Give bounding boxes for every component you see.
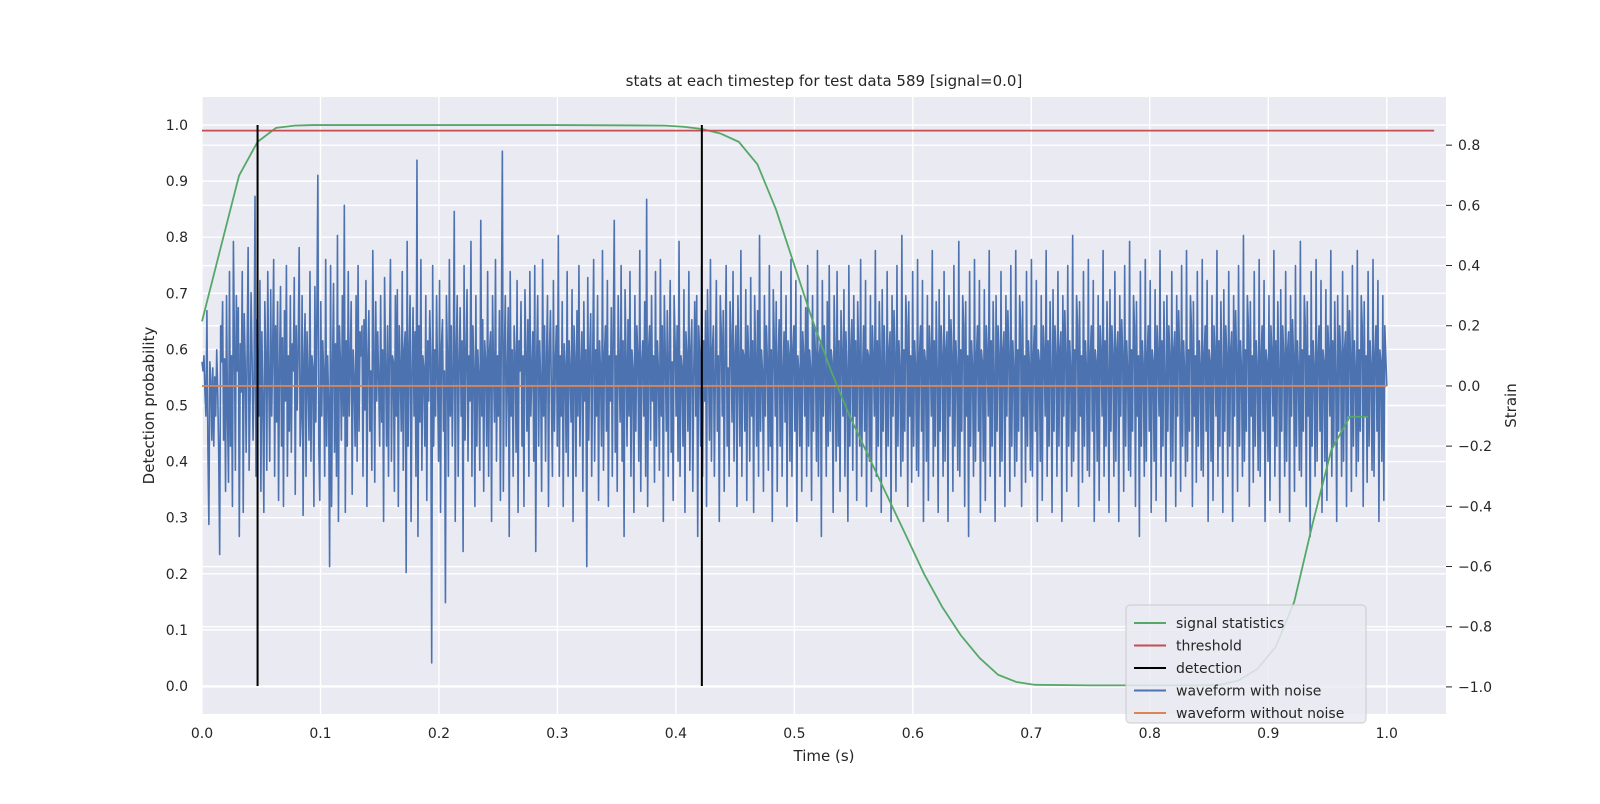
y-tick-label-right: −0.6	[1458, 560, 1492, 576]
y-tick-label-right: −1.0	[1458, 680, 1492, 696]
y-tick-label-right: 0.6	[1458, 198, 1480, 214]
chart-title: stats at each timestep for test data 589…	[626, 72, 1023, 90]
legend-box	[1125, 604, 1367, 724]
x-tick-label: 0.7	[1020, 726, 1042, 742]
y-tick-label-right: 0.8	[1458, 138, 1480, 154]
y-tick-label-left: 0.6	[166, 342, 188, 358]
x-tick-label: 0.5	[783, 726, 805, 742]
y-tick-label-right: 0.0	[1458, 379, 1480, 395]
y-tick-label-left: 0.2	[166, 567, 188, 583]
legend-label: signal statistics	[1176, 616, 1284, 632]
series-waveform-with-noise	[201, 150, 1388, 664]
y-tick-label-left: 0.4	[166, 455, 188, 471]
y-axis-label-left: Detection probability	[140, 327, 158, 485]
y-tick-label-left: 0.8	[166, 230, 188, 246]
y-tick-label-right: −0.4	[1458, 499, 1492, 515]
x-tick-label: 1.0	[1376, 726, 1398, 742]
y-tick-label-right: 0.4	[1458, 259, 1480, 275]
axes: 0.0 0.1 0.2 0.3 0.4 0.5 0.6 0.7 0.8 0.9 1.0 0.0 0.1 0…	[166, 118, 1492, 742]
legend-label: detection	[1176, 661, 1242, 677]
y-tick-label-left: 0.1	[166, 623, 188, 639]
y-tick-label-left: 1.0	[166, 118, 188, 134]
y-tick-label-right: 0.2	[1458, 319, 1480, 335]
y-tick-label-left: 0.7	[166, 286, 188, 302]
y-tick-label-left: 0.5	[166, 399, 188, 415]
x-tick-label: 0.1	[309, 726, 331, 742]
y-tick-label-left: 0.9	[166, 174, 188, 190]
x-tick-label: 0.2	[428, 726, 450, 742]
y-tick-label-left: 0.0	[166, 679, 188, 695]
legend-label: threshold	[1176, 639, 1242, 655]
y-tick-label-left: 0.3	[166, 511, 188, 527]
x-tick-label: 0.6	[902, 726, 924, 742]
x-tick-label: 0.8	[1139, 726, 1161, 742]
x-axis-label: Time (s)	[793, 747, 855, 765]
y-axis-label-right: Strain	[1502, 383, 1520, 427]
y-tick-label-right: −0.8	[1458, 620, 1492, 636]
y-tick-label-right: −0.2	[1458, 439, 1492, 455]
legend: signal statistics threshold detection wavef…	[1125, 604, 1367, 724]
legend-label: waveform without noise	[1176, 706, 1344, 722]
x-tick-label: 0.0	[191, 726, 213, 742]
x-tick-label: 0.3	[546, 726, 568, 742]
x-tick-label: 0.4	[665, 726, 687, 742]
legend-label: waveform with noise	[1176, 684, 1321, 700]
x-tick-label: 0.9	[1257, 726, 1279, 742]
